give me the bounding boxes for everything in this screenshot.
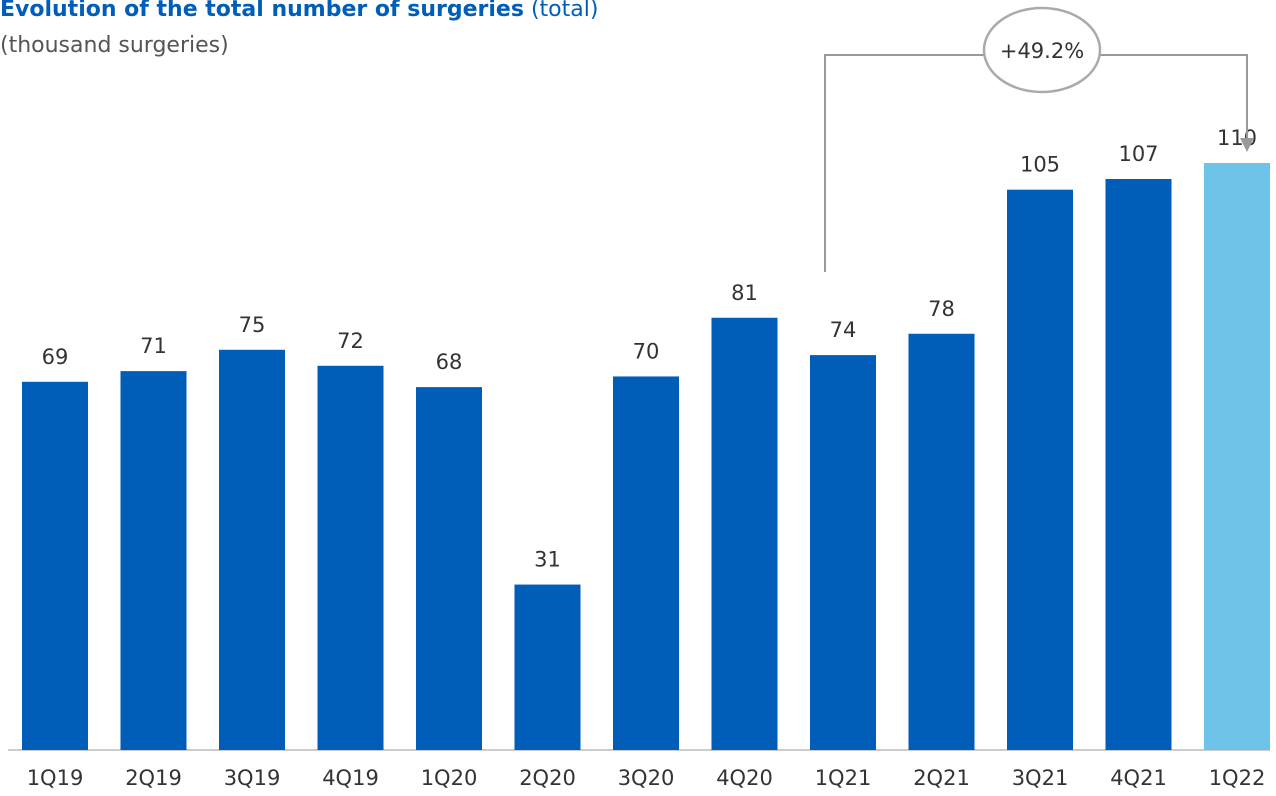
bar [613, 376, 679, 750]
bar [514, 584, 581, 750]
x-tick-label: 2Q20 [519, 766, 576, 790]
data-label: 69 [42, 345, 69, 369]
annotation-label: +49.2% [1000, 39, 1084, 63]
x-tick-label: 1Q19 [27, 766, 84, 790]
title-main: Evolution of the total number of surgeri… [0, 0, 524, 22]
bar [810, 355, 876, 750]
bar [1105, 179, 1172, 750]
x-tick-label: 3Q20 [618, 766, 675, 790]
annotation-arrowhead [1240, 138, 1254, 152]
bar [22, 381, 88, 750]
data-label: 72 [337, 329, 364, 353]
data-label: 68 [436, 350, 463, 374]
bar [317, 365, 384, 750]
bar [1007, 189, 1073, 750]
annotation-ellipse [982, 6, 1102, 94]
chart-title: Evolution of the total number of surgeri… [0, 0, 598, 22]
x-tick-label: 1Q22 [1209, 766, 1266, 790]
data-label: 105 [1020, 153, 1060, 177]
data-label: 107 [1118, 142, 1158, 166]
x-tick-label: 1Q20 [421, 766, 478, 790]
x-tick-label: 4Q19 [322, 766, 379, 790]
x-tick-label: 3Q19 [224, 766, 281, 790]
x-tick-label: 4Q20 [716, 766, 773, 790]
bar [711, 317, 778, 750]
data-label: 78 [928, 297, 955, 321]
data-label: 71 [140, 334, 167, 358]
data-label: 74 [830, 318, 857, 342]
bar [219, 349, 285, 750]
bar [416, 387, 482, 750]
x-tick-label: 1Q21 [815, 766, 872, 790]
chart-subtitle: (thousand surgeries) [0, 33, 229, 58]
x-tick-label: 2Q21 [913, 766, 970, 790]
title-note: (total) [531, 0, 598, 22]
x-tick-label: 2Q19 [125, 766, 182, 790]
data-label: 81 [731, 281, 758, 305]
bar [908, 333, 975, 750]
bar [120, 371, 187, 750]
data-label: 70 [633, 339, 660, 363]
data-label: 31 [534, 548, 561, 572]
bar [1204, 163, 1270, 750]
data-label: 75 [239, 313, 266, 337]
x-tick-label: 3Q21 [1012, 766, 1069, 790]
x-tick-label: 4Q21 [1110, 766, 1167, 790]
